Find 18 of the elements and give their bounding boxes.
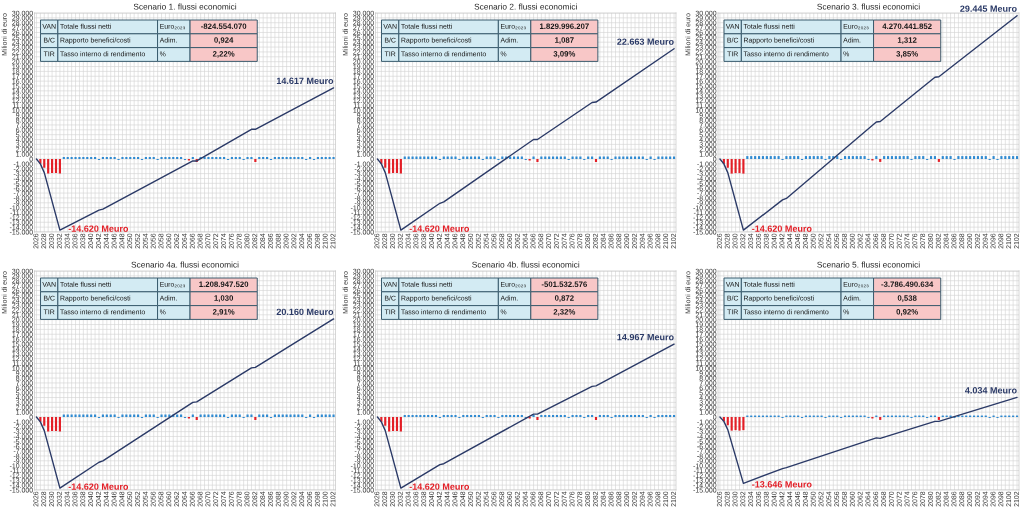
chart-title: Scenario 5. flussi economici [817,261,920,268]
data-label: 22.663 Meuro [617,38,674,45]
data-label: -14.620 Meuro [409,225,470,232]
chart-title: Scenario 1. flussi economici [133,3,237,10]
chart-title: Scenario 3. flussi economici [817,3,920,10]
data-label: 29.445 Meuro [960,5,1017,12]
data-label: -13.646 Meuro [752,481,812,488]
data-label: 14.617 Meuro [276,77,334,84]
chart-title: Scenario 4a. flussi economici [131,261,239,268]
data-label: -14.620 Meuro [409,483,470,490]
chart-title: Scenario 2. flussi economici [474,3,577,10]
data-label: 14.967 Meuro [617,333,674,341]
data-label: -14.620 Meuro [68,225,129,232]
data-label: 4.034 Meuro [965,387,1017,394]
data-label: 20.160 Meuro [276,308,334,316]
data-label: -14.620 Meuro [752,225,812,232]
data-label: -14.620 Meuro [68,483,129,490]
chart-title: Scenario 4b. flussi economici [472,261,580,268]
